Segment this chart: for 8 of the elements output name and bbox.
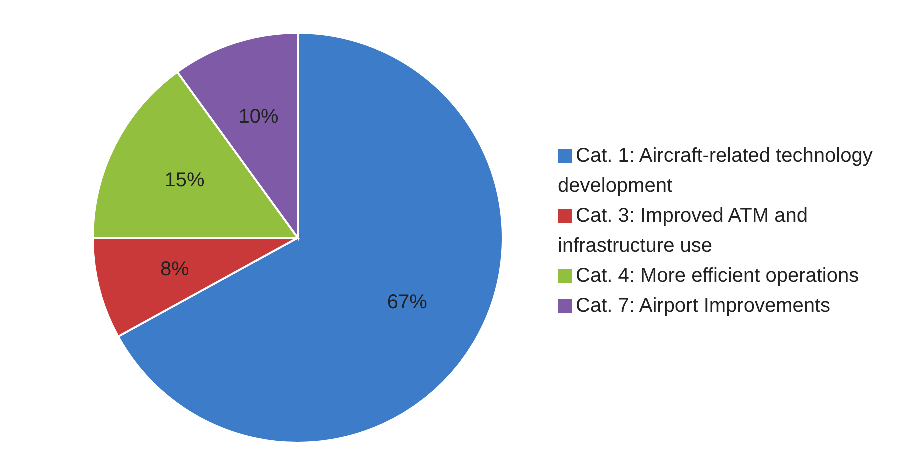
data-label: 8% xyxy=(160,258,190,281)
data-label: 10% xyxy=(238,106,279,128)
legend-label: Cat. 1: Aircraft-related technology development xyxy=(558,144,873,196)
data-label: 15% xyxy=(164,169,205,192)
legend-label: Cat. 7: Airport Improvements xyxy=(576,294,831,316)
legend-label: Cat. 4: More efficient operations xyxy=(576,264,860,286)
data-label: 67% xyxy=(387,292,428,314)
legend-label: Cat. 3: Improved ATM and infrastructure use xyxy=(558,204,808,256)
